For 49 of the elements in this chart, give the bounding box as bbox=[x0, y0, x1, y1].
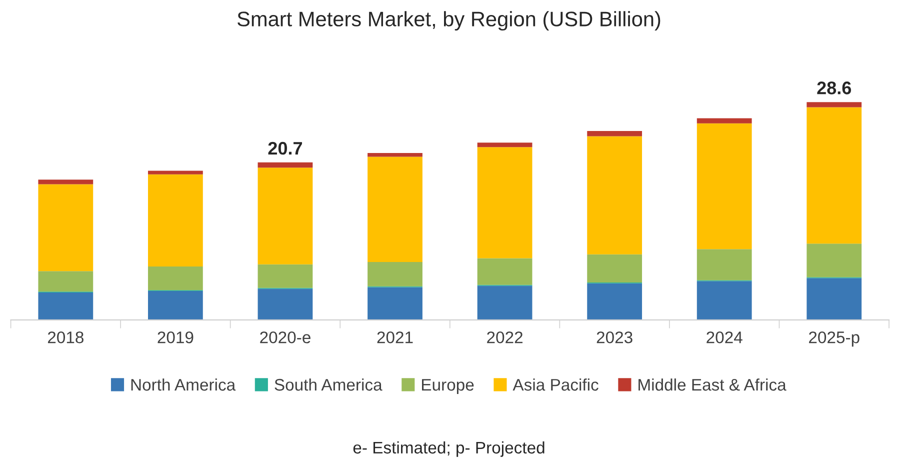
x-tick-label: 2024 bbox=[706, 331, 742, 344]
legend-label: Asia Pacific bbox=[512, 378, 598, 391]
bar bbox=[806, 102, 862, 108]
bar bbox=[368, 153, 422, 157]
x-tick-label: 2019 bbox=[158, 331, 194, 344]
bar bbox=[477, 258, 532, 285]
bar bbox=[587, 283, 642, 320]
bar bbox=[587, 254, 642, 282]
bar bbox=[148, 174, 203, 267]
bar bbox=[258, 168, 313, 264]
bar bbox=[368, 262, 422, 286]
bar bbox=[38, 184, 94, 272]
bar bbox=[38, 271, 94, 292]
bar bbox=[38, 180, 94, 184]
bar bbox=[148, 170, 203, 174]
legend-label: Europe bbox=[422, 379, 474, 394]
x-tick-label: 2023 bbox=[596, 331, 632, 344]
bar bbox=[477, 286, 532, 320]
bar bbox=[258, 162, 313, 168]
x-tick-label: 2025-p bbox=[809, 331, 860, 347]
bar bbox=[696, 281, 752, 320]
bar bbox=[806, 244, 862, 278]
bar bbox=[696, 118, 752, 124]
x-tick-label: 2022 bbox=[487, 331, 522, 344]
bar bbox=[477, 147, 532, 258]
bar bbox=[806, 278, 862, 320]
bar bbox=[148, 290, 203, 320]
text: e- Estimated; p- Projected bbox=[353, 441, 544, 457]
bar bbox=[696, 123, 752, 250]
legend-label: South America bbox=[274, 378, 382, 391]
bar bbox=[258, 288, 313, 320]
bar bbox=[148, 266, 203, 290]
annotation: 28.6 bbox=[817, 82, 852, 94]
x-tick-label: 2020-e bbox=[260, 331, 310, 344]
legend-label: Middle East & Africa bbox=[638, 378, 786, 391]
legend-label: North America bbox=[131, 378, 236, 391]
x-tick-label: 2021 bbox=[377, 331, 413, 344]
bar bbox=[258, 264, 313, 288]
annotation: 20.7 bbox=[268, 142, 302, 155]
bar bbox=[587, 131, 642, 136]
bar bbox=[368, 287, 422, 320]
bar bbox=[368, 156, 422, 262]
bar bbox=[38, 292, 94, 320]
bar bbox=[587, 136, 642, 254]
chart-title: Smart Meters Market, by Region (USD Billion) bbox=[238, 11, 660, 31]
bar bbox=[477, 142, 532, 148]
bar bbox=[696, 249, 752, 280]
bar bbox=[806, 107, 862, 244]
x-tick-label: 2018 bbox=[48, 331, 84, 344]
